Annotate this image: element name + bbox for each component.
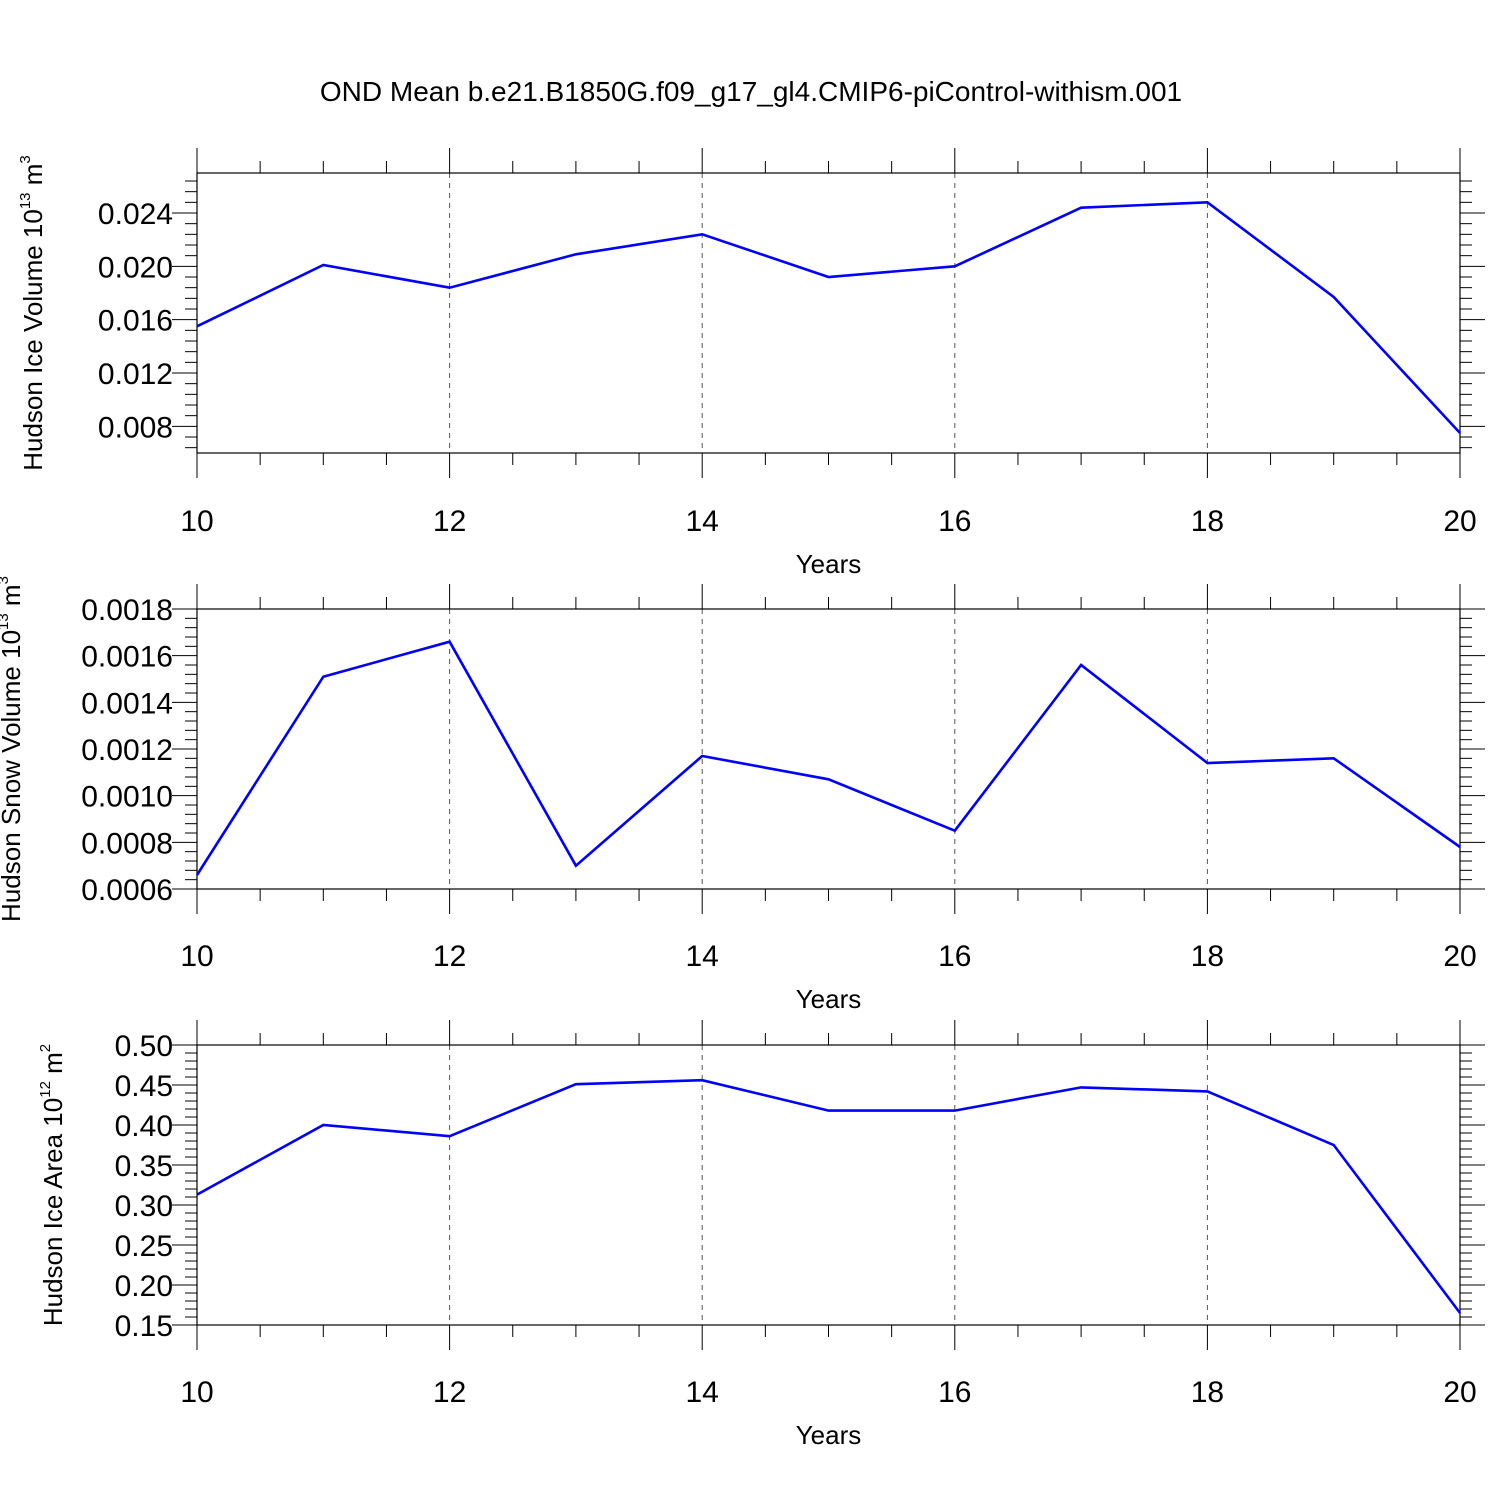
plot-frame: [196, 1044, 1461, 1326]
x-tick-label: 10: [180, 940, 213, 973]
x-tick-label: 16: [938, 505, 971, 538]
chart-panel-1: 10 12 14 16 18 20 0.008 0.012 0.016 0.020 0.024 Yea…: [17, 148, 1485, 579]
y-axis-label-exponent: 3: [0, 576, 12, 584]
y-tick-label: 0.0008: [81, 827, 173, 860]
y-axis-label: Hudson Snow Volume 1013 m3: [0, 576, 26, 922]
y-axis-label-exponent: 13: [17, 192, 34, 209]
x-tick-label: 12: [433, 1376, 466, 1409]
figure-title: OND Mean b.e21.B1850G.f09_g17_gl4.CMIP6-…: [320, 76, 1182, 107]
y-axis-label-text: m: [38, 1052, 68, 1081]
y-tick-label: 0.008: [98, 411, 173, 444]
x-tick-label: 10: [180, 505, 213, 538]
y-axis-label: Hudson Ice Area 1012 m2: [37, 1044, 68, 1326]
y-tick-label: 0.016: [98, 305, 173, 338]
y-tick-label: 0.012: [98, 358, 173, 391]
y-tick-label: 0.45: [115, 1070, 173, 1103]
chart-panel-2: 10 12 14 16 18 20 0.0006 0.0008 0.0010 0.0012 0.00…: [0, 576, 1485, 1014]
y-tick-label: 0.020: [98, 251, 173, 284]
x-tick-label: 18: [1191, 1376, 1224, 1409]
x-axis-label: Years: [796, 1420, 862, 1450]
x-tick-label: 18: [1191, 505, 1224, 538]
y-axis-label-exponent: 2: [37, 1044, 54, 1052]
y-tick-label: 0.15: [115, 1310, 173, 1343]
y-tick-label: 0.40: [115, 1110, 173, 1143]
x-axis-label: Years: [796, 549, 862, 579]
x-tick-label: 20: [1443, 505, 1476, 538]
y-tick-label: 0.024: [98, 198, 173, 231]
x-tick-label: 12: [433, 505, 466, 538]
x-tick-label: 14: [686, 940, 719, 973]
chart-panel-3: 10 12 14 16 18 20 0.15 0.20 0.25 0.30 0.35 0.40 0.45…: [37, 1020, 1485, 1450]
x-tick-label: 12: [433, 940, 466, 973]
x-tick-label: 20: [1443, 940, 1476, 973]
y-axis-label-text: Hudson Ice Volume 10: [18, 209, 48, 471]
y-tick-label: 0.20: [115, 1270, 173, 1303]
x-tick-label: 16: [938, 940, 971, 973]
x-tick-label: 10: [180, 1376, 213, 1409]
x-tick-label: 14: [686, 505, 719, 538]
y-tick-label: 0.30: [115, 1190, 173, 1223]
y-axis-label-exponent: 12: [37, 1081, 54, 1098]
y-tick-label: 0.50: [115, 1030, 173, 1063]
y-tick-label: 0.25: [115, 1230, 173, 1263]
y-tick-label: 0.0014: [81, 687, 173, 720]
plot-frame: [196, 608, 1461, 890]
y-axis-label: Hudson Ice Volume 1013 m3: [17, 155, 48, 471]
series-line: [196, 1078, 1462, 1314]
series-line: [196, 200, 1461, 434]
plot-frame: [196, 172, 1461, 454]
y-axis-label-exponent: 13: [0, 613, 12, 630]
x-tick-label: 20: [1443, 1376, 1476, 1409]
chart-panels: 10 12 14 16 18 20 0.008 0.012 0.016 0.020 0.024 Yea…: [0, 148, 1485, 1450]
y-axis-label-exponent: 3: [17, 155, 34, 163]
y-axis-label-text: Hudson Snow Volume 10: [0, 630, 26, 922]
series-line: [195, 640, 1461, 876]
y-tick-label: 0.0012: [81, 734, 173, 767]
y-tick-label: 0.0016: [81, 641, 173, 674]
y-axis-label-text: m: [18, 164, 48, 193]
y-tick-label: 0.0018: [81, 594, 173, 627]
y-axis-label-text: m: [0, 584, 26, 613]
x-tick-label: 18: [1191, 940, 1224, 973]
y-axis-label-text: Hudson Ice Area 10: [38, 1098, 68, 1326]
x-tick-label: 16: [938, 1376, 971, 1409]
y-tick-label: 0.0006: [81, 874, 173, 907]
y-tick-label: 0.35: [115, 1150, 173, 1183]
x-tick-label: 14: [686, 1376, 719, 1409]
x-axis-label: Years: [796, 984, 862, 1014]
y-tick-label: 0.0010: [81, 781, 173, 814]
